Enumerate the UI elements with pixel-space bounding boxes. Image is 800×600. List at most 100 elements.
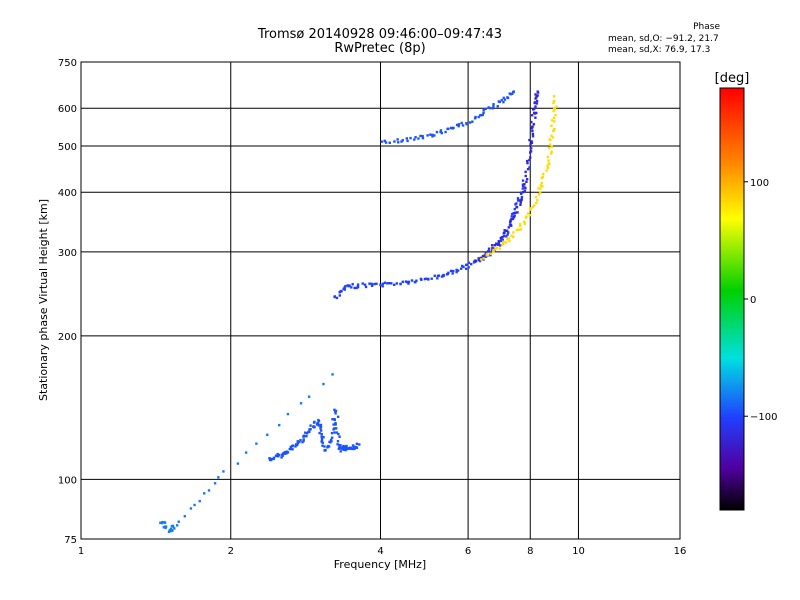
echo-point	[355, 286, 358, 290]
echo-point	[319, 427, 322, 430]
echo-point	[529, 208, 533, 211]
echo-point	[521, 179, 525, 182]
echo-point	[368, 282, 371, 285]
echo-point	[349, 446, 352, 450]
echo-point	[320, 436, 324, 439]
echo-point	[553, 107, 557, 111]
echo-point	[333, 408, 336, 412]
echo-point	[272, 457, 275, 461]
echo-point	[333, 431, 336, 434]
echo-point	[433, 134, 436, 137]
echo-point	[531, 114, 534, 117]
echo-point	[492, 105, 495, 108]
echo-point	[478, 259, 482, 263]
echo-point	[535, 99, 539, 103]
echo-point	[521, 187, 524, 190]
echo-point	[511, 92, 514, 95]
echo-point	[388, 141, 391, 144]
echo-point	[203, 492, 206, 495]
echo-point	[510, 234, 513, 237]
echo-point	[497, 242, 501, 245]
echo-point	[164, 526, 167, 530]
echo-point	[276, 452, 279, 456]
echo-point	[222, 470, 225, 473]
echo-point	[326, 444, 330, 448]
echo-point	[286, 451, 290, 454]
echo-point	[550, 145, 553, 148]
echo-point	[413, 280, 417, 284]
echo-point	[550, 119, 554, 122]
echo-point	[307, 395, 311, 398]
echo-point	[455, 123, 459, 127]
echo-point	[451, 272, 454, 275]
echo-point	[547, 159, 550, 162]
echo-point	[507, 237, 510, 240]
echo-point	[457, 124, 460, 128]
y-tick-label: 300	[58, 248, 77, 259]
echo-point	[380, 140, 383, 143]
echo-point	[511, 212, 514, 216]
echo-point	[381, 282, 385, 285]
phase-header: Phase	[693, 22, 720, 32]
echo-point	[345, 447, 348, 451]
echo-point	[537, 193, 541, 196]
echo-point	[505, 235, 508, 238]
echo-point	[435, 130, 439, 134]
echo-point	[477, 257, 480, 260]
echo-point	[370, 284, 374, 288]
echo-point	[193, 503, 196, 507]
echo-point	[498, 100, 501, 104]
colorbar-tick-label: 0	[750, 295, 756, 306]
echo-point	[299, 438, 302, 442]
echo-point	[312, 425, 315, 428]
echo-point	[477, 258, 480, 262]
echo-point	[286, 412, 290, 416]
colorbar-tick-label: 100	[750, 178, 769, 189]
echo-point	[492, 250, 495, 253]
echo-point	[525, 177, 529, 181]
echo-point	[384, 141, 388, 144]
echo-point	[501, 238, 504, 242]
echo-point	[506, 96, 509, 99]
echo-point	[379, 283, 382, 287]
echo-point	[531, 132, 535, 136]
echo-point	[491, 107, 495, 110]
echo-point	[452, 126, 455, 130]
echo-point	[405, 137, 408, 140]
echo-point	[485, 254, 488, 257]
echo-point	[356, 285, 360, 289]
echo-point	[345, 444, 348, 448]
echo-point	[545, 169, 548, 172]
echo-point	[531, 135, 535, 138]
colorbar	[719, 87, 745, 511]
x-axis-ticks: 1 2 4 6 8 10 16	[78, 546, 687, 557]
echo-point	[330, 436, 334, 439]
echo-point	[506, 233, 509, 236]
echo-point	[173, 527, 176, 530]
echo-point	[308, 428, 311, 431]
echo-point	[552, 129, 555, 132]
echo-point	[255, 442, 258, 445]
echo-point	[482, 111, 485, 115]
echo-point	[461, 124, 465, 127]
echo-point	[342, 448, 346, 451]
echo-point	[529, 143, 532, 146]
echo-point	[317, 424, 320, 427]
echo-point	[550, 152, 553, 155]
echo-point	[479, 113, 483, 117]
echo-point	[547, 162, 550, 165]
colorbar-label: [deg]	[715, 71, 750, 86]
x-tick-label: 1	[78, 546, 84, 557]
echo-point	[390, 282, 393, 285]
echo-point	[430, 277, 433, 280]
echo-point	[518, 223, 522, 226]
echo-point	[436, 277, 439, 280]
echo-point	[491, 247, 494, 250]
echo-point	[546, 166, 550, 170]
echo-point	[439, 130, 442, 134]
echo-point	[514, 211, 517, 214]
echo-point	[319, 425, 323, 429]
echo-point	[308, 430, 311, 433]
x-tick-label: 16	[674, 546, 687, 557]
echo-point	[322, 382, 325, 386]
